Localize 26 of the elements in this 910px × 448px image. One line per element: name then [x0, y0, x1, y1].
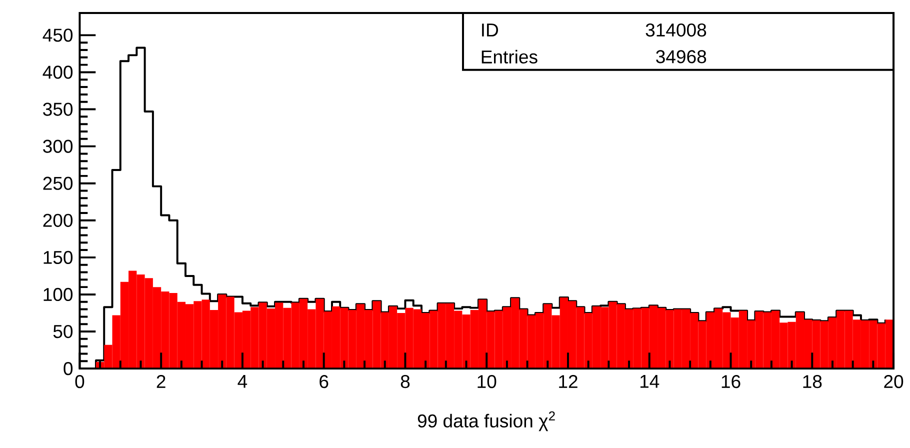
x-tick-label: 12: [559, 374, 578, 388]
x-tick-label: 16: [722, 374, 740, 388]
annotation: 34968: [656, 50, 706, 64]
x-tick-label: 18: [803, 374, 822, 388]
x-tick-label: 6: [320, 374, 328, 388]
x-axis-title: 99 data fusion χ$^{2}$: [418, 411, 555, 432]
y-tick-label: 250: [43, 176, 73, 190]
annotation: Entries: [482, 50, 538, 64]
y-tick-label: 400: [42, 66, 73, 79]
x-tick-label: 20: [884, 374, 904, 388]
y-tick-label: 300: [43, 140, 73, 153]
x-tick-label: 8: [400, 374, 410, 388]
y-tick-label: 50: [53, 324, 73, 338]
y-tick-label: 450: [42, 28, 73, 42]
x-tick-label: 2: [156, 374, 166, 388]
annotation: ID: [482, 24, 498, 36]
x-tick-label: 0: [75, 374, 84, 388]
y-tick-label: 0: [64, 362, 73, 375]
y-tick-label: 100: [44, 288, 73, 301]
y-tick-label: 350: [43, 102, 73, 116]
x-tick-label: 10: [478, 374, 496, 388]
x-tick-label: 4: [238, 374, 248, 388]
annotation: 314008: [646, 23, 706, 36]
y-tick-label: 150: [44, 250, 73, 264]
x-tick-label: 14: [640, 374, 660, 388]
y-tick-label: 200: [43, 214, 73, 227]
